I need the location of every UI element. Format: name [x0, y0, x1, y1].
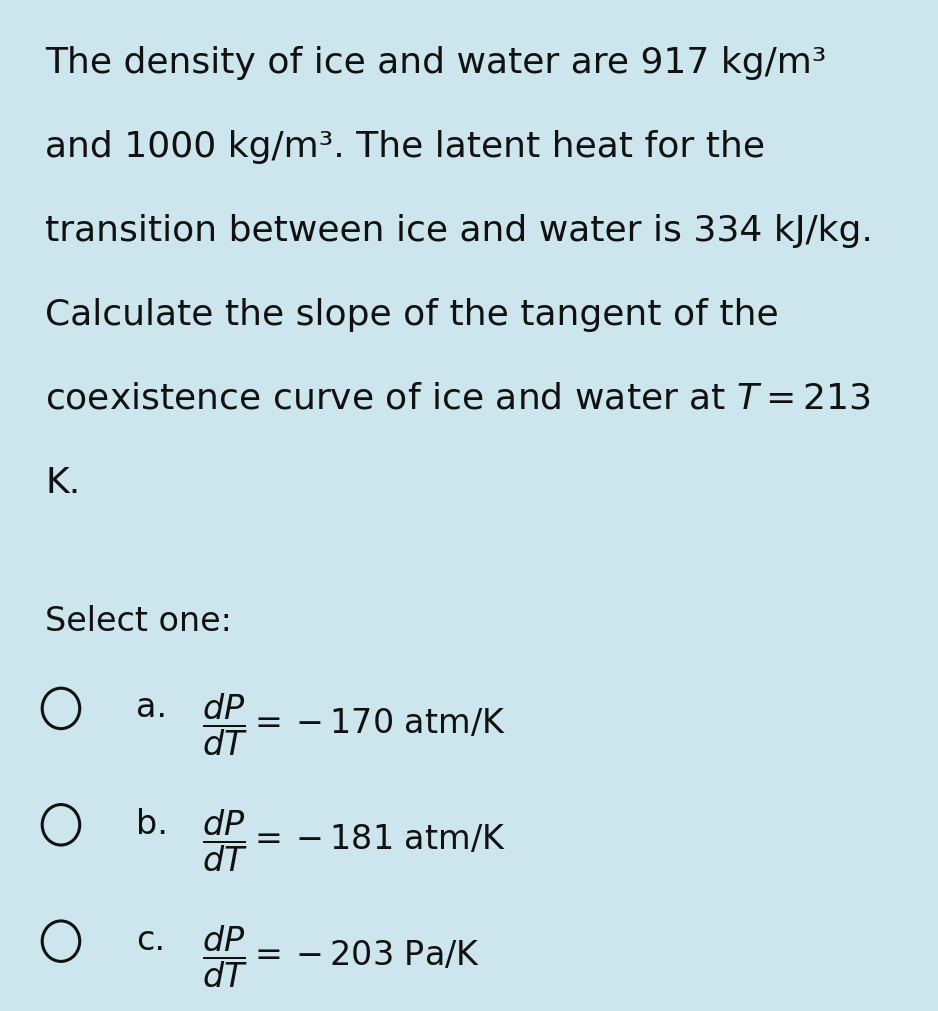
Text: Calculate the slope of the tangent of the: Calculate the slope of the tangent of th… [45, 297, 779, 332]
Text: and 1000 kg/m³. The latent heat for the: and 1000 kg/m³. The latent heat for the [45, 129, 765, 164]
Text: b.: b. [136, 807, 168, 840]
Text: $\dfrac{dP}{dT} = -170$ atm/K: $\dfrac{dP}{dT} = -170$ atm/K [202, 691, 506, 757]
Text: $\dfrac{dP}{dT} = -181$ atm/K: $\dfrac{dP}{dT} = -181$ atm/K [202, 807, 506, 874]
Text: Select one:: Select one: [45, 605, 232, 638]
Text: The density of ice and water are 917 kg/m³: The density of ice and water are 917 kg/… [45, 45, 826, 80]
Text: K.: K. [45, 465, 81, 499]
Text: $\dfrac{dP}{dT} = -203$ Pa/K: $\dfrac{dP}{dT} = -203$ Pa/K [202, 923, 480, 990]
Text: c.: c. [136, 923, 165, 956]
Text: coexistence curve of ice and water at $T = 213$: coexistence curve of ice and water at $T… [45, 381, 871, 416]
Text: a.: a. [136, 691, 167, 724]
Text: transition between ice and water is 334 kJ/kg.: transition between ice and water is 334 … [45, 213, 873, 248]
